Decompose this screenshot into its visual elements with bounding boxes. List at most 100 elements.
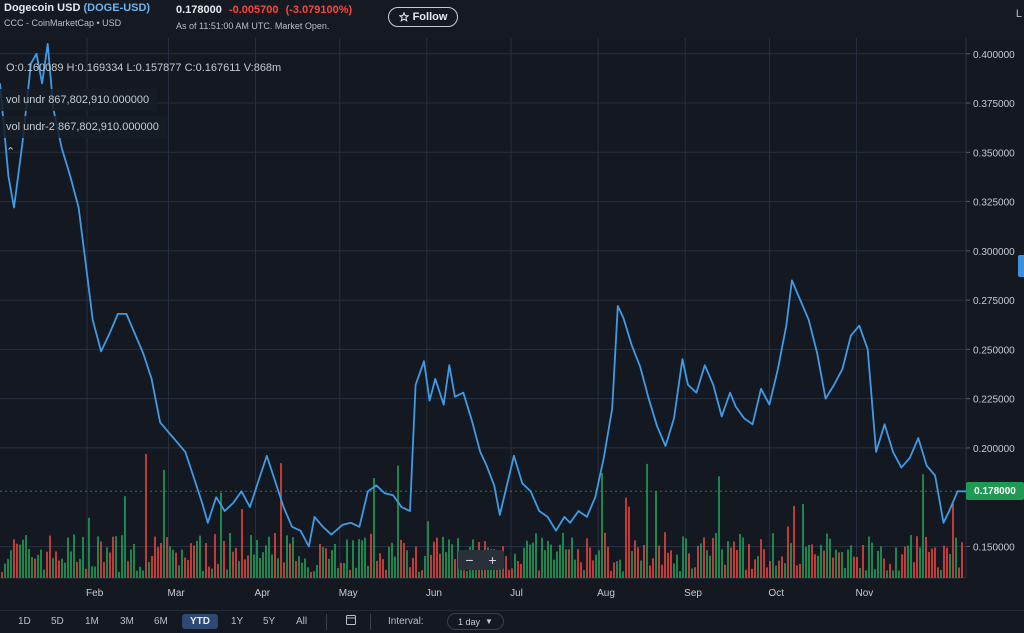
volume-bar	[943, 545, 945, 578]
volume-bar	[577, 549, 579, 578]
volume-bar	[829, 538, 831, 578]
volume-bar	[316, 565, 318, 578]
header-right-text: L	[1015, 8, 1022, 20]
collapse-legend-button[interactable]: ⌃	[6, 145, 15, 158]
volume-bar	[334, 543, 336, 578]
range-all[interactable]: All	[296, 616, 308, 627]
volume-bar	[139, 566, 141, 578]
volume-bar	[685, 538, 687, 578]
volume-bar	[934, 547, 936, 578]
volume-bar	[952, 503, 954, 578]
volume-bar	[49, 535, 51, 578]
range-ytd[interactable]: YTD	[182, 614, 218, 629]
volume-bar	[451, 544, 453, 578]
range-5y[interactable]: 5Y	[263, 616, 276, 627]
y-tick-label: 0.375000	[973, 99, 1015, 110]
volume-bar	[301, 562, 303, 578]
volume-bar	[712, 537, 714, 578]
volume-bar	[133, 543, 135, 578]
volume-bar	[427, 521, 429, 578]
volume-bar	[91, 566, 93, 578]
volume-bar	[898, 570, 900, 578]
volume-bar	[838, 552, 840, 578]
volume-bar	[121, 535, 123, 578]
volume-bar	[769, 560, 771, 578]
volume-legend-1: vol undr 867,802,910.000000	[0, 89, 158, 111]
volume-bar	[400, 539, 402, 578]
volume-bar	[514, 553, 516, 578]
volume-bar	[793, 505, 795, 578]
volume-bar	[76, 561, 78, 578]
follow-button[interactable]: Follow	[388, 7, 458, 27]
range-5d[interactable]: 5D	[51, 616, 64, 627]
range-1m[interactable]: 1M	[85, 616, 99, 627]
y-tick-label: 0.225000	[973, 395, 1015, 406]
volume-bar	[910, 534, 912, 578]
volume-bar	[346, 539, 348, 578]
volume-bar	[664, 532, 666, 578]
volume-bar	[922, 474, 924, 578]
volume-bar	[241, 509, 243, 578]
volume-bar	[907, 545, 909, 578]
range-3m[interactable]: 3M	[120, 616, 134, 627]
volume-bar	[364, 537, 366, 578]
volume-bar	[253, 554, 255, 578]
volume-bar	[505, 556, 507, 578]
volume-bar	[109, 552, 111, 578]
interval-value: 1 day	[458, 616, 481, 627]
volume-bar	[322, 546, 324, 578]
volume-bar	[442, 536, 444, 578]
volume-bar	[655, 491, 657, 578]
volume-bar	[379, 553, 381, 578]
volume-bar	[595, 554, 597, 578]
range-6m[interactable]: 6M	[154, 616, 168, 627]
y-tick-label: 0.150000	[973, 542, 1015, 553]
interval-select[interactable]: 1 day ▼	[447, 613, 504, 630]
volume-bar	[583, 570, 585, 578]
y-tick-label: 0.325000	[973, 198, 1015, 209]
volume-bar	[616, 561, 618, 578]
ticker-link[interactable]: (DOGE-USD)	[83, 2, 151, 14]
volume-bar	[541, 537, 543, 578]
price-chart[interactable]: 0.400000 0.375000 0.350000 0.325000 0.300000…	[0, 38, 1024, 610]
range-1d[interactable]: 1D	[18, 616, 31, 627]
volume-bar	[136, 570, 138, 578]
volume-bar	[34, 558, 36, 578]
volume-bar	[760, 539, 762, 578]
volume-bar	[175, 552, 177, 578]
zoom-in-button[interactable]: +	[488, 552, 497, 568]
volume-bar	[940, 570, 942, 578]
volume-bar	[361, 540, 363, 578]
volume-bar	[211, 568, 213, 578]
volume-bar	[607, 546, 609, 578]
volume-bar	[343, 563, 345, 578]
volume-bar	[58, 560, 60, 578]
volume-bar	[112, 536, 114, 578]
y-tick-label: 0.300000	[973, 247, 1015, 258]
volume-bar	[283, 562, 285, 578]
volume-bar	[637, 547, 639, 578]
volume-bar	[412, 557, 414, 578]
volume-bar	[448, 539, 450, 578]
volume-bar	[100, 541, 102, 578]
volume-bar	[352, 540, 354, 578]
volume-bar	[238, 561, 240, 578]
volume-bar	[256, 539, 258, 578]
calendar-icon[interactable]	[346, 614, 356, 628]
price-line	[0, 43, 966, 548]
follow-label: Follow	[412, 11, 448, 23]
zoom-out-button[interactable]: −	[465, 552, 474, 568]
volume-bar	[43, 569, 45, 578]
volume-bar	[37, 554, 39, 578]
volume-bar	[184, 557, 186, 578]
volume-bar	[658, 545, 660, 578]
range-1y[interactable]: 1Y	[231, 616, 244, 627]
volume-bar	[424, 555, 426, 578]
volume-bar	[367, 565, 369, 578]
volume-bar	[421, 570, 423, 578]
volume-bar	[901, 554, 903, 578]
volume-bar	[556, 551, 558, 578]
volume-bar	[718, 476, 720, 578]
volume-bar	[70, 551, 72, 578]
volume-bar	[673, 563, 675, 578]
